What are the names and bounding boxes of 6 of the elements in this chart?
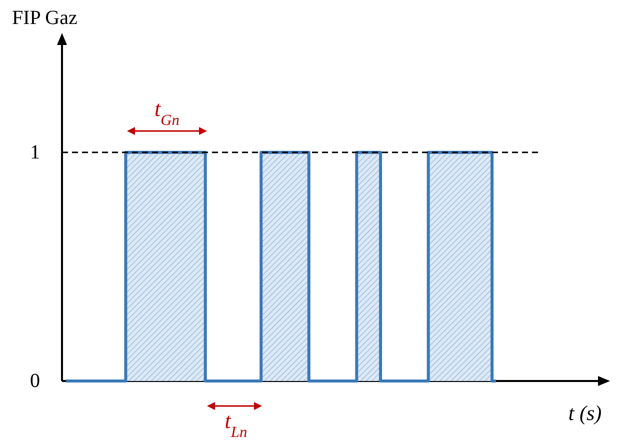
y-axis-title: FIP Gaz: [12, 7, 78, 29]
y-tick-label: 0: [30, 370, 40, 392]
y-tick-label: 1: [30, 141, 40, 164]
annotation: t$_{Gn}$: [154, 96, 180, 128]
text: t$_{Ln}$: [224, 408, 248, 440]
x-axis-title: t (s): [568, 401, 602, 425]
